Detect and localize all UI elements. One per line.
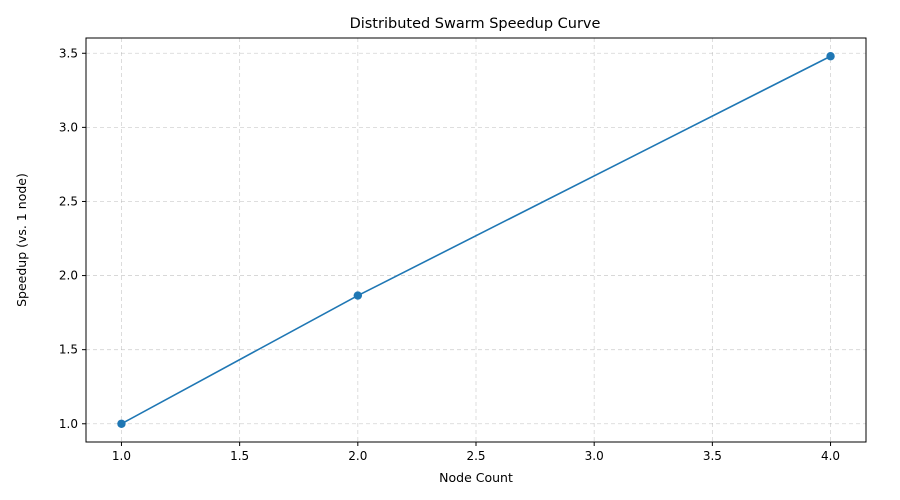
x-tick-label: 2.5: [466, 449, 485, 463]
x-tick-label: 4.0: [821, 449, 840, 463]
y-tick-label: 3.5: [59, 46, 78, 60]
x-tick-label: 3.0: [585, 449, 604, 463]
y-tick-label: 3.0: [59, 120, 78, 134]
data-point: [826, 52, 835, 61]
chart-title: Distributed Swarm Speedup Curve: [350, 16, 601, 32]
y-tick-label: 2.5: [59, 194, 78, 208]
x-tick-label: 2.0: [348, 449, 367, 463]
x-tick-label: 1.5: [230, 449, 249, 463]
x-tick-label: 3.5: [703, 449, 722, 463]
data-point: [353, 291, 363, 300]
x-axis-label: Node Count: [439, 470, 513, 485]
y-tick-label: 2.0: [59, 269, 78, 283]
y-tick-label: 1.0: [59, 417, 78, 431]
y-axis-label: Speedup (vs. 1 node): [14, 173, 29, 307]
series-layer: [117, 52, 835, 428]
x-axis: 1.0 1.5 2.0 2.5 3.0 3.5 4.0: [112, 442, 840, 463]
y-axis: 1.0 1.5 2.0 2.5 3.0 3.5: [59, 46, 86, 431]
y-tick-label: 1.5: [59, 343, 78, 357]
grid: [86, 38, 866, 442]
data-point: [117, 419, 126, 428]
x-tick-label: 1.0: [112, 449, 131, 463]
